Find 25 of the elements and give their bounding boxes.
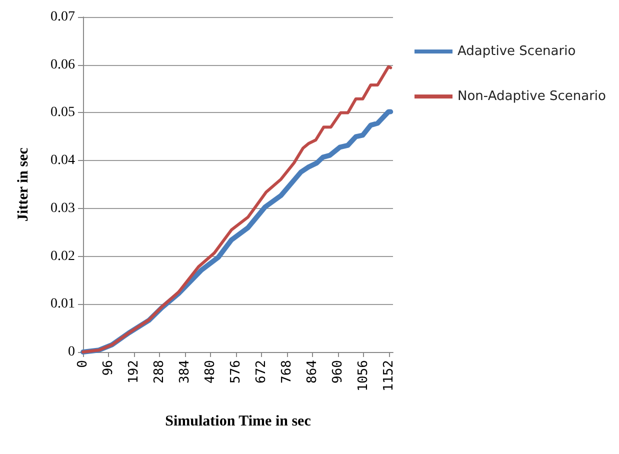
- y-tick-label: 0.01: [50, 296, 75, 312]
- y-tick-label: 0: [68, 344, 75, 360]
- y-axis-title: Jitter in sec: [16, 147, 32, 222]
- x-tick-label: 1152: [381, 360, 396, 392]
- y-tick-label: 0.04: [50, 153, 75, 168]
- legend-label: Adaptive Scenario: [457, 44, 576, 59]
- y-tick-label: 0.06: [50, 57, 75, 72]
- x-tick-label: 768: [279, 360, 294, 384]
- x-tick-label: 96: [100, 360, 116, 376]
- x-tick-label: 864: [304, 360, 320, 384]
- x-tick-label: 384: [177, 360, 192, 384]
- x-tick-label: 0: [76, 360, 90, 368]
- x-axis-title: Simulation Time in sec: [165, 414, 312, 430]
- x-tick-label: 192: [126, 360, 142, 384]
- x-tick-label: 1056: [356, 360, 371, 392]
- y-tick-label: 0.02: [50, 248, 75, 264]
- x-tick-label: 576: [228, 360, 244, 384]
- x-tick-label: 960: [330, 360, 346, 384]
- y-tick-label: 0.03: [50, 200, 75, 216]
- x-tick-label: 672: [254, 360, 269, 384]
- legend-label: Non-Adaptive Scenario: [457, 89, 606, 104]
- x-tick-label: 288: [152, 360, 167, 384]
- x-tick-label: 480: [202, 360, 218, 384]
- y-tick-label: 0.05: [50, 105, 75, 120]
- y-tick-label: 0.07: [50, 10, 75, 24]
